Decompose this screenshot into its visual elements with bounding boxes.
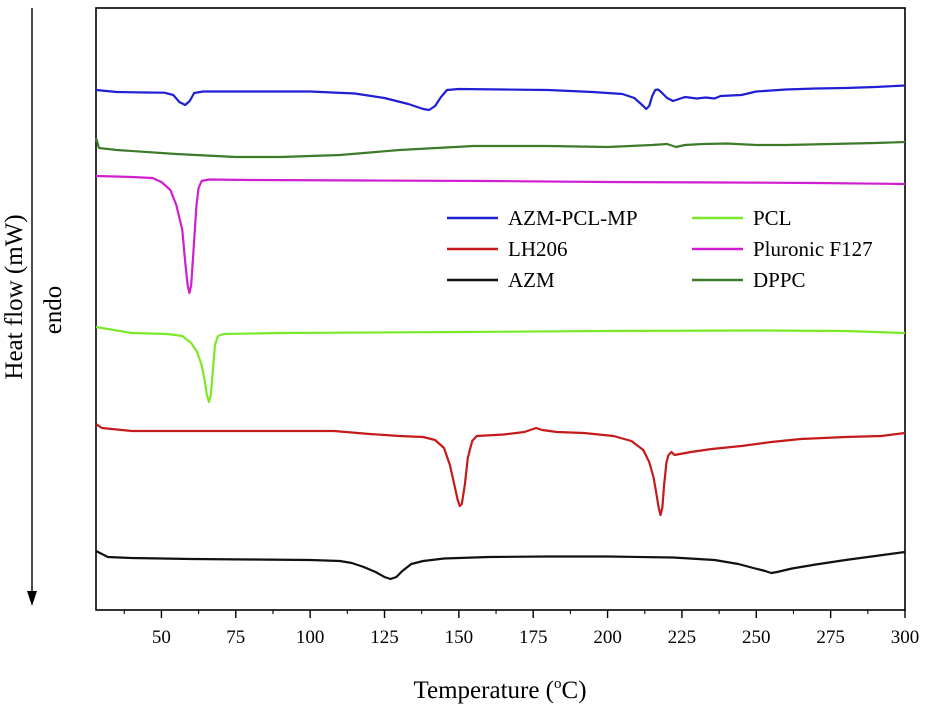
- x-tick-label: 275: [816, 627, 845, 648]
- legend-label-lh206: LH206: [508, 237, 568, 261]
- series-line-pcl: [95, 325, 906, 404]
- legend-label-azm-pcl-mp: AZM-PCL-MP: [508, 206, 638, 230]
- endo-arrow-head: [27, 591, 37, 606]
- x-axis-title: Temperature (oC): [413, 676, 586, 704]
- x-tick-label: 200: [593, 627, 622, 648]
- legend-label-pcl: PCL: [753, 206, 792, 230]
- series-line-lh206: [95, 423, 906, 517]
- series-line-azm-pcl-mp: [95, 84, 906, 112]
- x-tick-label: 75: [226, 627, 245, 648]
- plot-frame: [95, 7, 906, 611]
- series-line-azm: [95, 550, 906, 581]
- x-tick-layer: 50 75 100 125 150 175 200 225 250 275 300: [123, 610, 920, 648]
- endo-label: endo: [40, 286, 67, 335]
- x-tick-label: 150: [445, 627, 474, 648]
- x-tick-label: 225: [668, 627, 697, 648]
- series-layer: [94, 84, 906, 581]
- legend-label-dppc: DPPC: [753, 268, 806, 292]
- x-tick-label: 300: [891, 627, 920, 648]
- x-tick-label: 175: [519, 627, 548, 648]
- series-line-pluronic-f127: [95, 174, 906, 295]
- legend: AZM-PCL-MP PCL LH206 Pluronic F127 AZM D…: [447, 206, 873, 292]
- x-tick-label: 250: [742, 627, 771, 648]
- legend-label-pluronic-f127: Pluronic F127: [753, 237, 873, 261]
- series-line-dppc: [94, 137, 906, 159]
- legend-label-azm: AZM: [508, 268, 555, 292]
- x-tick-label: 125: [370, 627, 399, 648]
- y-axis-title: Heat flow (mW): [1, 214, 28, 379]
- x-tick-label: 50: [152, 627, 171, 648]
- x-tick-label: 100: [296, 627, 325, 648]
